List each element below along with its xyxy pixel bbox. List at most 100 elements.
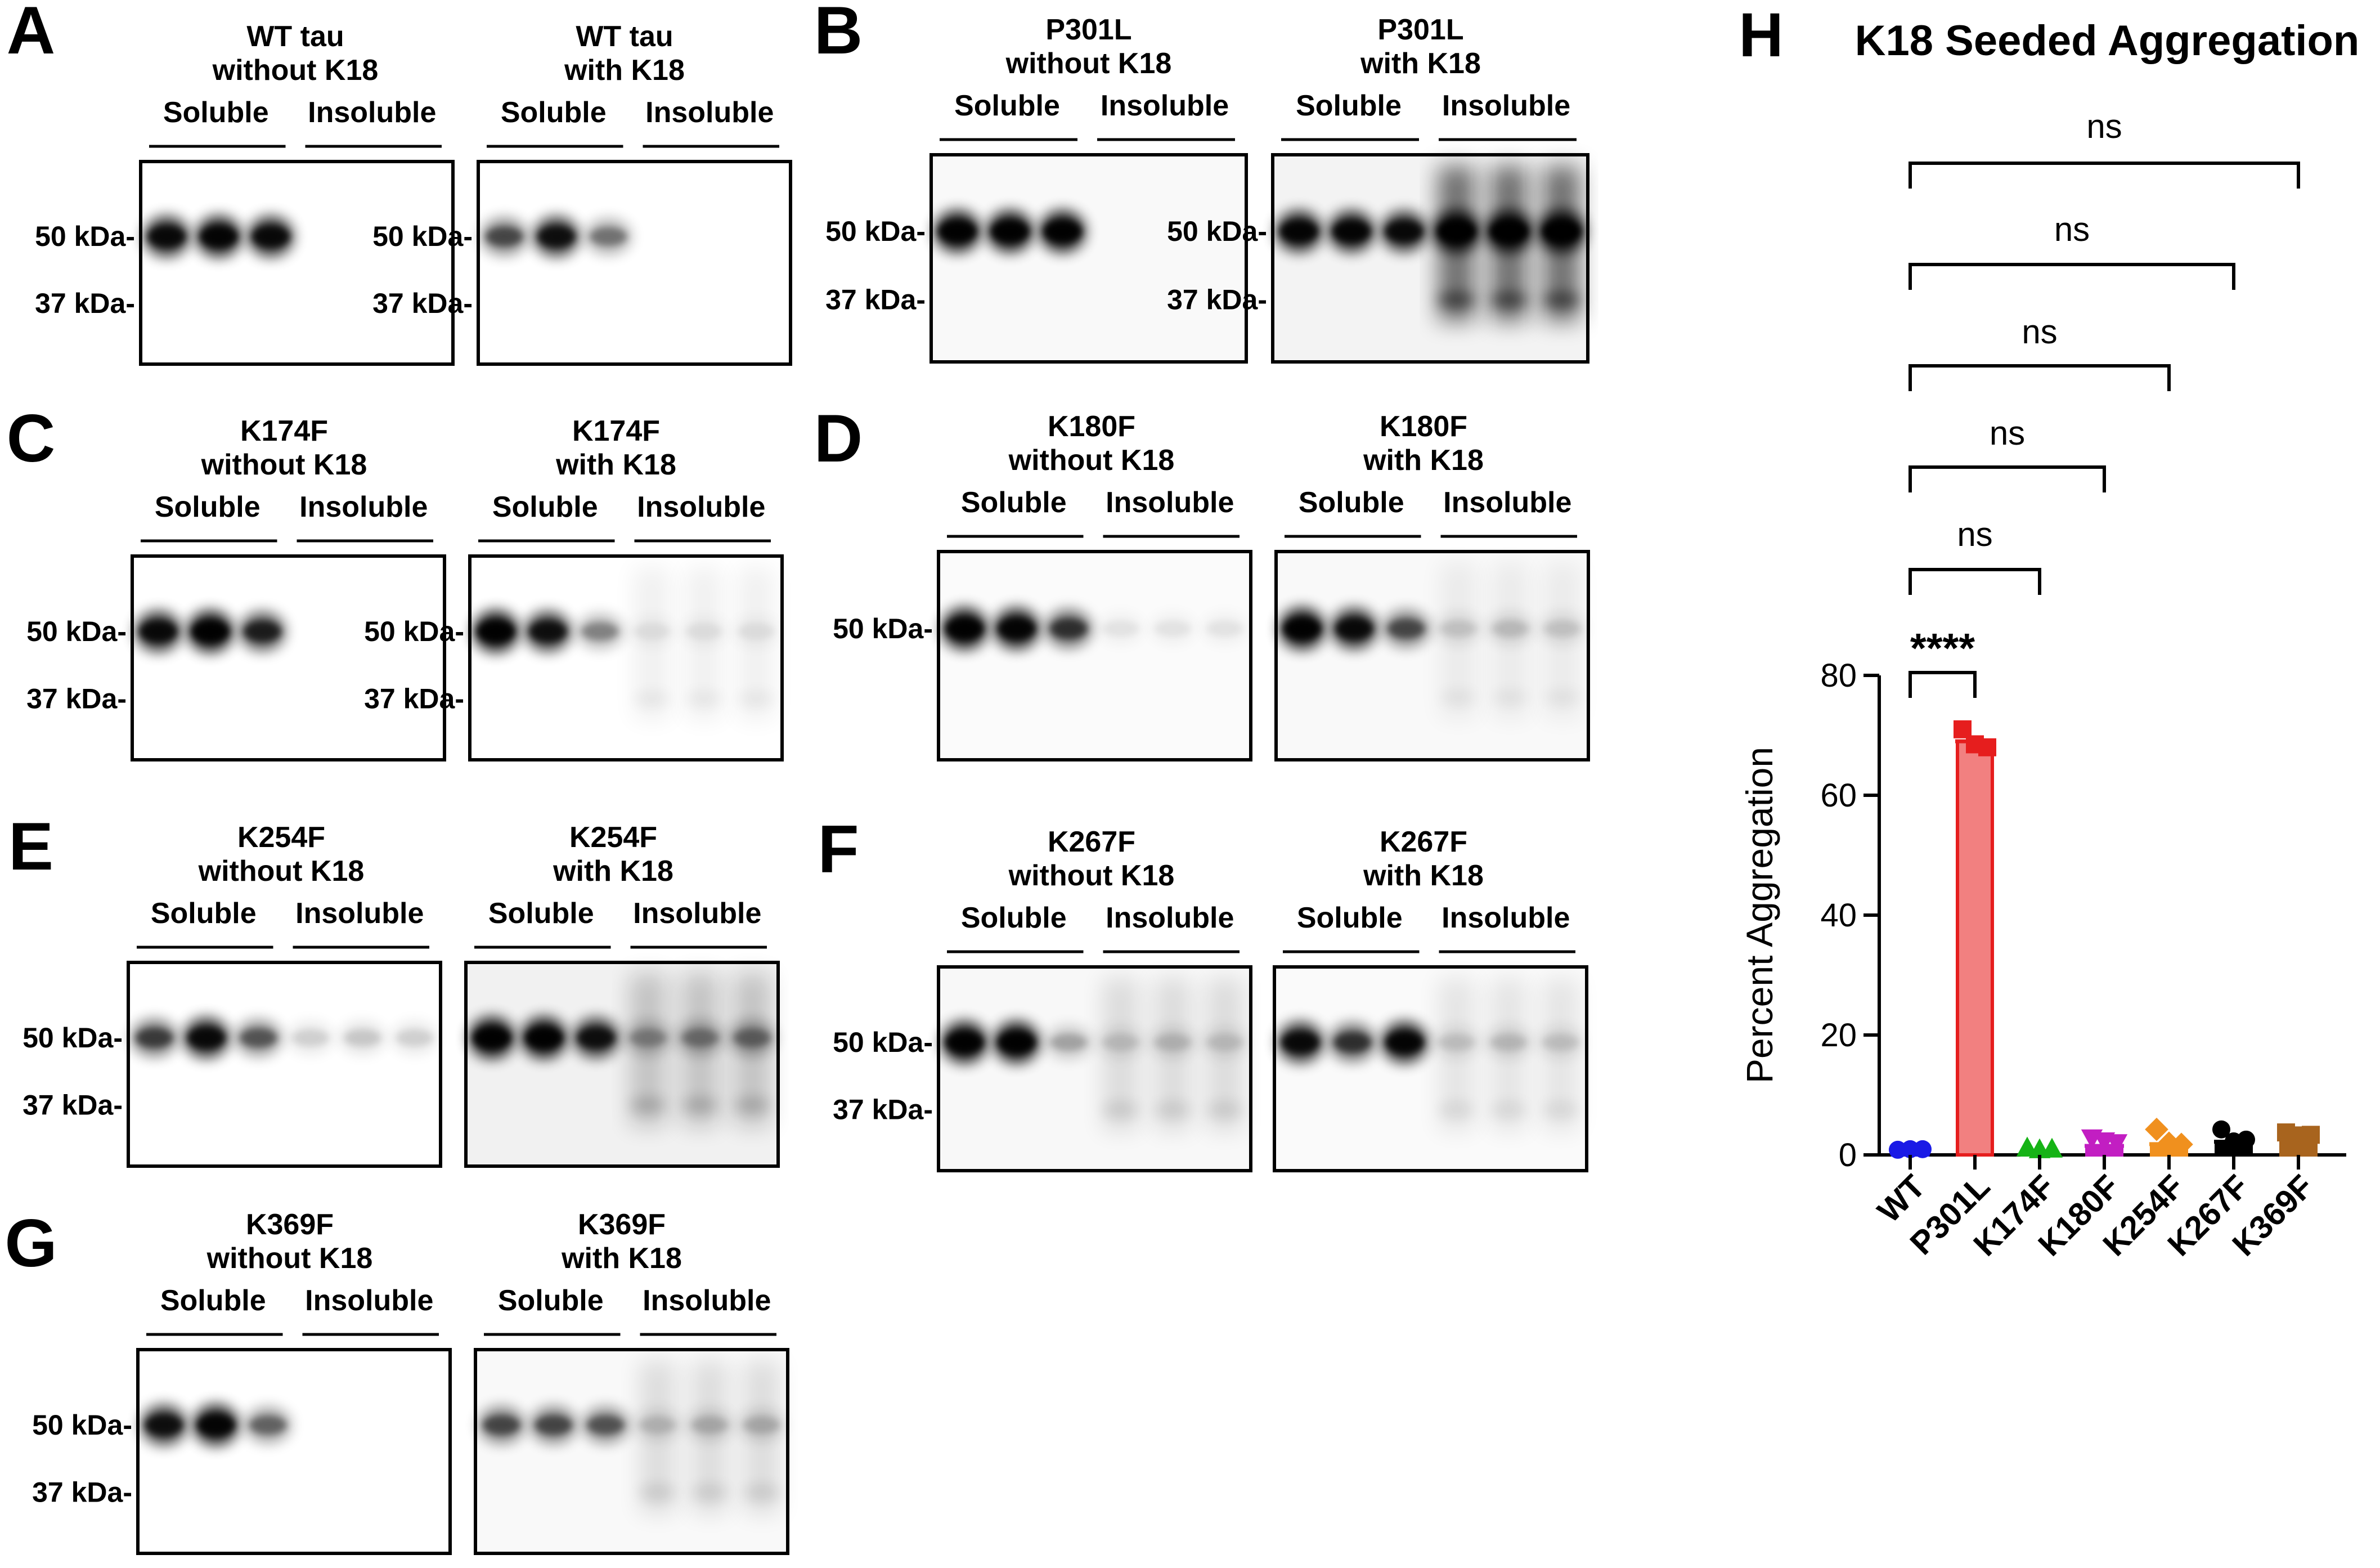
blot-title-line1: K254F — [237, 821, 325, 854]
bar — [1956, 740, 1994, 1157]
significance-bracket — [1909, 465, 2106, 492]
soluble-label: Soluble — [954, 89, 1060, 122]
chart-title: K18 Seeded Aggregation — [1855, 17, 2360, 65]
soluble-label: Soluble — [155, 491, 261, 523]
band-core — [1335, 617, 1373, 639]
data-point — [2170, 1132, 2193, 1157]
blot-title-line1: P301L — [1045, 14, 1131, 46]
band-core — [1385, 1031, 1423, 1054]
lower-band — [1490, 1101, 1527, 1118]
blot-background — [478, 162, 791, 364]
insoluble-label: Insoluble — [299, 491, 428, 523]
band-core — [998, 1031, 1036, 1054]
marker-37kda: 37 kDa- — [32, 1476, 132, 1508]
lower-band — [681, 1097, 719, 1113]
panel-letter: B — [814, 0, 863, 68]
soluble-label: Soluble — [961, 486, 1067, 519]
band-core — [991, 220, 1029, 243]
band-core — [1387, 619, 1425, 638]
band-core — [249, 1415, 287, 1435]
lower-band — [1438, 292, 1475, 308]
significance-bracket — [1909, 568, 2041, 595]
blot-title-line2: without K18 — [198, 855, 365, 888]
band-core — [998, 617, 1036, 640]
blot-frame — [468, 554, 784, 761]
blot-frame — [1271, 153, 1589, 364]
blot-title-line1: K180F — [1048, 410, 1135, 443]
band-core — [589, 227, 627, 246]
y-axis-label: Percent Aggregation — [1739, 747, 1780, 1083]
data-point — [2212, 1120, 2230, 1139]
marker-37kda: 37 kDa- — [35, 288, 135, 319]
blot-title-line1: K254F — [569, 821, 657, 854]
lower-band — [1492, 689, 1529, 705]
band-core — [187, 1027, 226, 1049]
band-core — [529, 621, 567, 642]
lower-band — [1544, 689, 1581, 705]
soluble-label: Soluble — [160, 1284, 266, 1317]
data-point — [1914, 1140, 1932, 1158]
data-point — [2041, 1137, 2063, 1158]
band-core — [945, 617, 984, 640]
blot-frame — [1273, 965, 1588, 1172]
blot-frame — [937, 965, 1252, 1172]
blot-title-line1: K180F — [1380, 410, 1467, 443]
blot-title-line1: K267F — [1380, 826, 1467, 858]
blot-title-line2: without K18 — [1008, 859, 1175, 892]
data-point — [2302, 1126, 2320, 1144]
marker-37kda: 37 kDa- — [23, 1089, 123, 1121]
data-point — [1978, 738, 1996, 756]
insoluble-label: Insoluble — [1106, 486, 1234, 519]
panel-letter: D — [814, 401, 863, 476]
insoluble-label: Insoluble — [1442, 902, 1570, 934]
band-core — [485, 227, 523, 247]
panel-letter: A — [7, 0, 56, 68]
band-core — [482, 1415, 520, 1435]
blot-frame — [477, 160, 792, 366]
marker-50kda: 50 kDa- — [364, 616, 464, 647]
blot-title-line1: K369F — [246, 1208, 334, 1241]
blot-frame — [139, 160, 455, 366]
panel-letter: G — [5, 1206, 57, 1281]
soluble-label: Soluble — [498, 1284, 604, 1317]
band-core — [1283, 617, 1321, 640]
soluble-label: Soluble — [961, 902, 1067, 934]
soluble-label: Soluble — [151, 897, 257, 930]
significance-label: **** — [1910, 625, 1975, 671]
blot-background — [475, 1350, 788, 1553]
soluble-label: Soluble — [492, 491, 598, 523]
band-core — [343, 1029, 381, 1046]
soluble-label: Soluble — [1296, 89, 1402, 122]
blot-title-line1: K369F — [578, 1208, 666, 1241]
band-core — [473, 1027, 511, 1049]
insoluble-label: Insoluble — [633, 897, 761, 930]
band-core — [145, 1414, 183, 1436]
insoluble-label: Insoluble — [1442, 89, 1570, 122]
band-core — [1206, 620, 1244, 637]
band-core — [1043, 220, 1081, 243]
band-core — [535, 1415, 573, 1435]
significance-label: ns — [2022, 313, 2057, 351]
band-core — [291, 1029, 330, 1046]
marker-50kda: 50 kDa- — [825, 216, 926, 247]
marker-50kda: 50 kDa- — [1167, 216, 1267, 247]
panel-letter-h: H — [1739, 1, 1783, 70]
marker-37kda: 37 kDa- — [1167, 284, 1267, 316]
marker-50kda: 50 kDa- — [833, 613, 933, 644]
y-tick-label: 40 — [1820, 897, 1857, 934]
blot-background — [1276, 552, 1588, 760]
band-core — [200, 225, 238, 248]
blot-title-line2: with K18 — [564, 54, 685, 87]
band-core — [147, 226, 186, 248]
band-core — [477, 620, 515, 643]
blot-title-line2: without K18 — [206, 1242, 373, 1275]
data-point — [2145, 1117, 2168, 1141]
blot-frame — [937, 550, 1252, 761]
lower-band — [634, 691, 671, 707]
band-core — [586, 1415, 625, 1435]
